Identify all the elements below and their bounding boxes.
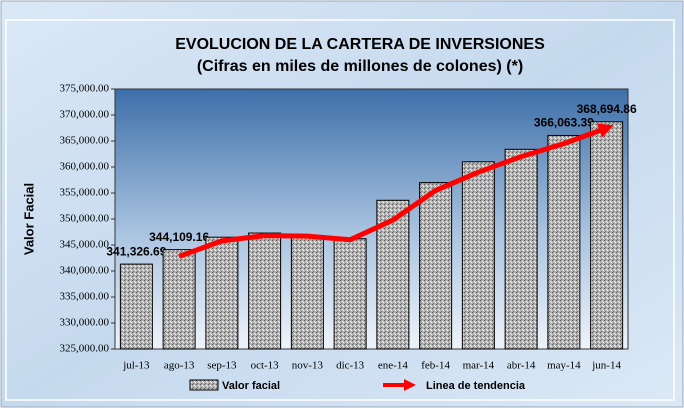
chart-frame <box>5 19 675 401</box>
bar <box>248 232 282 350</box>
bar <box>504 148 538 350</box>
x-tick-label: feb-14 <box>421 360 450 372</box>
x-tick-label: oct-13 <box>251 360 280 372</box>
y-tick-label: 345,000.00 <box>60 239 110 251</box>
legend-label: Linea de tendencia <box>426 380 526 392</box>
x-tick-label: ago-13 <box>164 360 195 372</box>
data-label: 344,109.16 <box>149 230 209 244</box>
legend-label: Valor facial <box>222 380 280 392</box>
bar <box>162 249 196 350</box>
x-tick-label: ene-14 <box>378 360 408 372</box>
bar <box>333 238 367 350</box>
legend-swatch <box>189 379 219 391</box>
data-label: 366,063.39 <box>534 116 594 130</box>
y-tick-label: 340,000.00 <box>60 265 110 277</box>
y-tick-label: 370,000.00 <box>60 109 110 121</box>
bar <box>119 263 153 350</box>
y-tick-label: 325,000.00 <box>60 343 110 355</box>
data-label: 341,326.69 <box>106 244 166 258</box>
chart-title: EVOLUCION DE LA CARTERA DE INVERSIONES <box>175 36 545 53</box>
bar <box>590 121 624 350</box>
y-tick-label: 330,000.00 <box>60 317 110 329</box>
x-tick-label: jul-13 <box>122 360 150 372</box>
y-tick-label: 375,000.00 <box>60 83 110 95</box>
bar <box>290 237 324 350</box>
x-tick-label: jun-14 <box>591 360 621 372</box>
y-tick-label: 335,000.00 <box>60 291 110 303</box>
x-tick-label: sep-13 <box>207 360 237 372</box>
x-tick-label: nov-13 <box>292 360 324 372</box>
bar <box>547 134 581 350</box>
x-tick-label: dic-13 <box>336 360 365 372</box>
y-axis-label: Valor Facial <box>21 183 36 255</box>
y-tick-label: 350,000.00 <box>60 213 110 225</box>
y-tick-label: 365,000.00 <box>60 135 110 147</box>
plot-area <box>114 88 629 350</box>
x-tick-label: mar-14 <box>463 360 495 372</box>
bar <box>419 182 453 350</box>
trend-line <box>178 123 614 259</box>
x-tick-label: may-14 <box>547 360 581 372</box>
y-tick-label: 360,000.00 <box>60 161 110 173</box>
chart-subtitle: (Cifras en miles de millones de colones)… <box>197 58 523 75</box>
data-label: 368,694.86 <box>577 102 637 116</box>
bar <box>461 161 495 350</box>
bar <box>205 236 239 350</box>
y-tick-label: 355,000.00 <box>60 187 110 199</box>
x-tick-label: abr-14 <box>507 360 536 372</box>
